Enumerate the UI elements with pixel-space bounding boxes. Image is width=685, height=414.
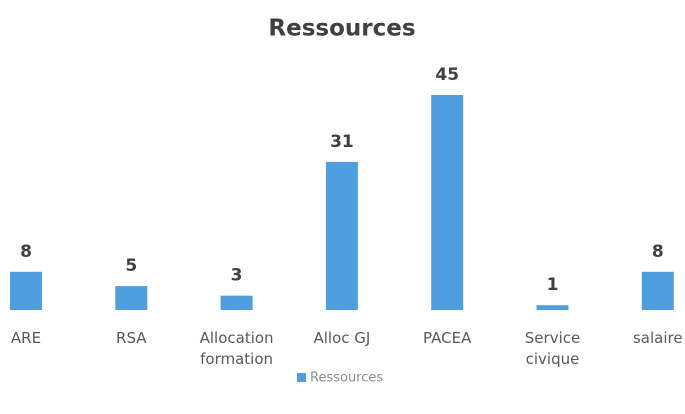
x-tick-label: ARE [10, 329, 42, 347]
bar [220, 295, 253, 310]
bar [431, 95, 464, 310]
bar [115, 286, 148, 310]
data-label: 45 [435, 65, 459, 85]
bar [536, 305, 569, 310]
data-label: 8 [652, 242, 664, 262]
data-label: 1 [547, 275, 559, 295]
chart-title: Ressources [268, 16, 415, 42]
data-label: 5 [125, 256, 137, 276]
legend-swatch [297, 373, 306, 382]
data-label: 31 [330, 132, 354, 152]
x-tick-label: PACEA [423, 329, 472, 347]
x-tick-label: Alloc GJ [313, 329, 371, 347]
data-label: 8 [20, 242, 32, 262]
bar [641, 271, 674, 310]
data-label: 3 [231, 266, 243, 286]
x-tick-label: RSA [116, 329, 147, 347]
bar [10, 271, 42, 310]
x-tick-label: Allocation formation [199, 329, 274, 368]
x-tick-label: salaire [632, 329, 683, 347]
legend-label: Ressources [310, 371, 383, 386]
bar [325, 161, 358, 310]
x-tick-label: Service civique [524, 329, 581, 368]
